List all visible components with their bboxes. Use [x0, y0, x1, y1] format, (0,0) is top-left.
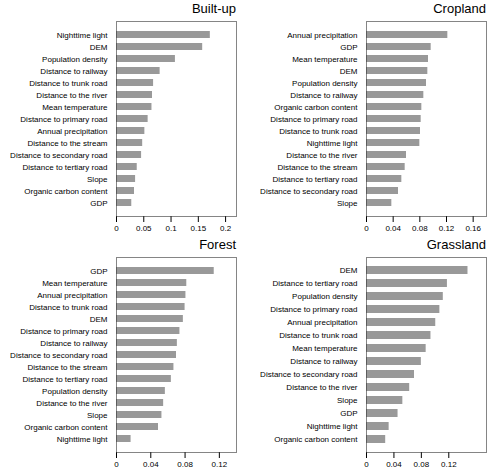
svg-text:Distance to primary road: Distance to primary road: [270, 305, 357, 314]
svg-text:0: 0: [364, 460, 369, 469]
svg-text:0.08: 0.08: [414, 460, 430, 469]
svg-text:Population density: Population density: [42, 55, 107, 64]
svg-text:0.04: 0.04: [385, 224, 401, 233]
html-text:Cropland: Cropland: [433, 1, 486, 16]
svg-text:Distance to the stream: Distance to the stream: [27, 139, 107, 148]
svg-text:Mean temperature: Mean temperature: [42, 103, 108, 112]
svg-text:Distance to the river: Distance to the river: [36, 91, 107, 100]
svg-text:Distance to the river: Distance to the river: [36, 399, 107, 408]
svg-text:Distance to the stream: Distance to the stream: [277, 163, 357, 172]
svg-text:GDP: GDP: [90, 199, 107, 208]
svg-text:Distance to the river: Distance to the river: [286, 383, 357, 392]
svg-text:Slope: Slope: [87, 411, 108, 420]
svg-text:Distance to trunk road: Distance to trunk road: [29, 79, 107, 88]
svg-text:0.08: 0.08: [412, 224, 428, 233]
svg-text:Distance to primary road: Distance to primary road: [20, 327, 107, 336]
svg-text:GDP: GDP: [340, 409, 357, 418]
svg-text:Distance to trunk road: Distance to trunk road: [279, 127, 357, 136]
svg-text:Distance to railway: Distance to railway: [40, 339, 107, 348]
svg-text:0.2: 0.2: [220, 224, 232, 233]
svg-text:DEM: DEM: [340, 67, 358, 76]
svg-text:DEM: DEM: [90, 315, 108, 324]
svg-text:Mean temperature: Mean temperature: [42, 279, 108, 288]
svg-text:Annual precipitation: Annual precipitation: [287, 31, 357, 40]
svg-text:Distance to the stream: Distance to the stream: [27, 363, 107, 372]
svg-text:Distance to trunk road: Distance to trunk road: [279, 331, 357, 340]
svg-text:Organic carbon content: Organic carbon content: [24, 423, 108, 432]
svg-text:0: 0: [114, 224, 119, 233]
svg-text:Distance to tertiary road: Distance to tertiary road: [273, 279, 358, 288]
svg-text:0.05: 0.05: [136, 224, 152, 233]
svg-text:Population density: Population density: [292, 79, 357, 88]
svg-text:0.12: 0.12: [441, 460, 457, 469]
svg-text:DEM: DEM: [90, 43, 108, 52]
svg-text:Organic carbon content: Organic carbon content: [24, 187, 108, 196]
svg-text:0.08: 0.08: [177, 460, 193, 469]
svg-text:Mean temperature: Mean temperature: [292, 55, 358, 64]
svg-text:Annual precipitation: Annual precipitation: [287, 318, 357, 327]
html-text:Forest: Forest: [199, 237, 236, 252]
svg-text:Annual precipitation: Annual precipitation: [37, 291, 107, 300]
svg-text:0.12: 0.12: [439, 224, 455, 233]
svg-text:Distance to primary road: Distance to primary road: [270, 115, 357, 124]
svg-text:Distance to tertiary road: Distance to tertiary road: [23, 375, 108, 384]
svg-text:0.04: 0.04: [386, 460, 402, 469]
svg-text:Organic carbon content: Organic carbon content: [274, 435, 358, 444]
svg-text:Nighttime light: Nighttime light: [307, 139, 358, 148]
svg-text:Distance to secondary road: Distance to secondary road: [260, 370, 357, 379]
svg-text:Distance to trunk road: Distance to trunk road: [29, 303, 107, 312]
svg-text:DEM: DEM: [340, 266, 358, 275]
svg-text:Slope: Slope: [337, 199, 358, 208]
svg-text:Nighttime light: Nighttime light: [57, 435, 108, 444]
svg-text:Distance to railway: Distance to railway: [290, 91, 357, 100]
svg-text:Distance to secondary road: Distance to secondary road: [10, 351, 107, 360]
html-text:Built-up: Built-up: [191, 1, 236, 16]
svg-text:GDP: GDP: [90, 267, 107, 276]
svg-text:0.1: 0.1: [165, 224, 177, 233]
svg-text:Annual precipitation: Annual precipitation: [37, 127, 107, 136]
svg-text:Nighttime light: Nighttime light: [307, 422, 358, 431]
svg-text:0.15: 0.15: [191, 224, 207, 233]
svg-text:0: 0: [364, 224, 369, 233]
svg-text:Slope: Slope: [87, 175, 108, 184]
svg-text:Distance to the river: Distance to the river: [286, 151, 357, 160]
svg-text:Population density: Population density: [292, 292, 357, 301]
svg-text:Distance to primary road: Distance to primary road: [20, 115, 107, 124]
svg-text:GDP: GDP: [340, 43, 357, 52]
svg-text:0.12: 0.12: [212, 460, 228, 469]
svg-text:Distance to secondary road: Distance to secondary road: [260, 187, 357, 196]
svg-text:0: 0: [114, 460, 119, 469]
svg-text:0.16: 0.16: [465, 224, 481, 233]
html-text:Grassland: Grassland: [426, 237, 486, 252]
svg-text:Distance to tertiary road: Distance to tertiary road: [273, 175, 358, 184]
svg-text:Distance to railway: Distance to railway: [40, 67, 107, 76]
svg-text:0.04: 0.04: [143, 460, 159, 469]
svg-text:Mean temperature: Mean temperature: [292, 344, 358, 353]
svg-text:Population density: Population density: [42, 387, 107, 396]
svg-text:Distance to railway: Distance to railway: [290, 357, 357, 366]
svg-text:Distance to secondary road: Distance to secondary road: [10, 151, 107, 160]
svg-text:Distance to tertiary road: Distance to tertiary road: [23, 163, 108, 172]
svg-text:Slope: Slope: [337, 396, 358, 405]
svg-text:Organic carbon content: Organic carbon content: [274, 103, 358, 112]
svg-text:Nighttime light: Nighttime light: [57, 31, 108, 40]
